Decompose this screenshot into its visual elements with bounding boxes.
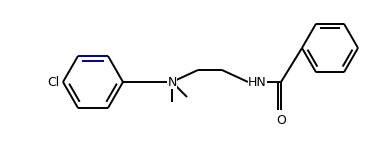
Text: N: N (167, 75, 177, 88)
Text: Cl: Cl (48, 75, 60, 88)
Text: HN: HN (248, 75, 267, 88)
Text: O: O (276, 114, 286, 127)
